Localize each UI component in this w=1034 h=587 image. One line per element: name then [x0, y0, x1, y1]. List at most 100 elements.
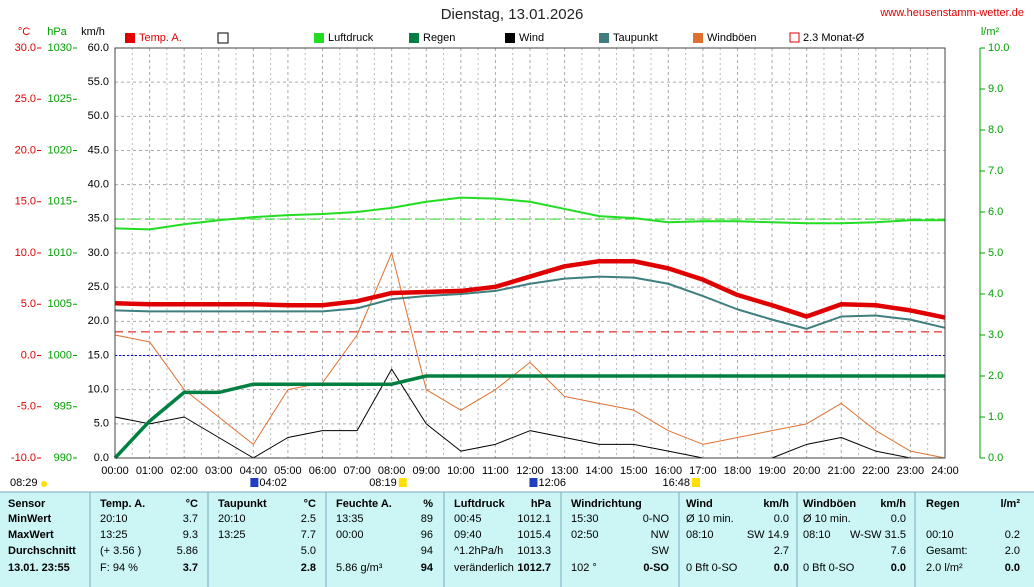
x-tick-label: 16:00: [655, 465, 683, 477]
table-cell: Taupunkt: [218, 498, 267, 510]
axis-unit: hPa: [47, 26, 67, 38]
y-tick-label: 60.0: [88, 42, 109, 54]
y-tick-label: 55.0: [88, 76, 109, 88]
hpa-tick-label: 1020: [48, 144, 72, 156]
table-cell: °C: [304, 498, 316, 510]
annotation: 16:48: [662, 477, 690, 489]
table-cell: 20:10: [100, 513, 128, 525]
table-cell: 00:00: [336, 529, 364, 541]
table-cell: Windböen: [803, 498, 856, 510]
temp-tick-label: 20.0: [15, 144, 36, 156]
table-cell: 20:10: [218, 513, 246, 525]
legend-label: 2.3 Monat-Ø: [803, 32, 865, 44]
table-cell: 13:25: [100, 529, 128, 541]
annotation: 08:29: [10, 477, 38, 489]
y2-tick-label: 10.0: [988, 42, 1009, 54]
table-grid: [0, 491, 1034, 587]
table-cell: 5.86 g/m³: [336, 562, 383, 574]
legend-label: Wind: [519, 32, 544, 44]
table-cell: 5.86: [177, 545, 198, 557]
hpa-tick-label: 995: [54, 401, 72, 413]
y-tick-label: 20.0: [88, 315, 109, 327]
table-cell: 13:35: [336, 513, 364, 525]
temp-tick-label: 0.0: [21, 349, 36, 361]
y-tick-label: 15.0: [88, 349, 109, 361]
legend-swatch: [125, 33, 135, 43]
table-cell: (+ 3.56 ): [100, 545, 141, 557]
y2-tick-label: 8.0: [988, 124, 1003, 136]
x-tick-label: 14:00: [585, 465, 613, 477]
temp-tick-label: -10.0: [11, 452, 36, 464]
x-tick-label: 23:00: [897, 465, 925, 477]
x-tick-label: 03:00: [205, 465, 233, 477]
x-tick-label: 06:00: [309, 465, 337, 477]
y-tick-label: 30.0: [88, 247, 109, 259]
table-cell: 94: [421, 545, 433, 557]
table-cell: 3.7: [183, 513, 198, 525]
table-cell: 7.7: [301, 529, 316, 541]
y-tick-label: 10.0: [88, 384, 109, 396]
table-cell: Wind: [686, 498, 713, 510]
table-cell: 2.7: [774, 545, 789, 557]
x-tick-label: 11:00: [482, 465, 509, 477]
hpa-tick-label: 1030: [48, 42, 72, 54]
table-cell: 0.0: [891, 513, 906, 525]
y-tick-label: 0.0: [94, 452, 109, 464]
hpa-tick-label: 1015: [48, 196, 72, 208]
temp-tick-label: 10.0: [15, 247, 36, 259]
temp-tick-label: -5.0: [17, 401, 36, 413]
temp-tick-label: 5.0: [21, 298, 36, 310]
x-tick-label: 04:00: [240, 465, 268, 477]
table-cell: l/m²: [1000, 498, 1020, 510]
hpa-tick-label: 1005: [48, 298, 72, 310]
table-cell: Ø 10 min.: [803, 513, 851, 525]
x-tick-label: 22:00: [862, 465, 890, 477]
table-cell: NW: [651, 529, 670, 541]
table-cell: °C: [186, 498, 198, 510]
table-cell: km/h: [763, 498, 789, 510]
table-cell: 00:10: [926, 529, 954, 541]
temp-tick-label: 25.0: [15, 93, 36, 105]
table-cell: 3.7: [183, 562, 198, 574]
series-line: [114, 196, 945, 231]
table-cell: W-SW 31.5: [850, 529, 906, 541]
legend-label: Taupunkt: [613, 32, 658, 44]
table-cell: MaxWert: [8, 529, 54, 541]
legend-swatch: [217, 32, 229, 44]
legend-swatch: [789, 32, 800, 43]
legend-swatch: [599, 33, 609, 43]
x-tick-label: 21:00: [827, 465, 855, 477]
table-cell: Feuchte A.: [336, 498, 392, 510]
table-cell: 0 Bft 0-SO: [686, 562, 738, 574]
x-tick-label: 07:00: [343, 465, 371, 477]
chart-title: Dienstag, 13.01.2026: [441, 6, 584, 23]
x-tick-label: 17:00: [689, 465, 717, 477]
source-link[interactable]: www.heusenstamm-wetter.de: [879, 7, 1024, 19]
table-cell: 0.0: [774, 562, 789, 574]
table-cell: 0.0: [1005, 562, 1020, 574]
axis-unit: l/m²: [981, 26, 1000, 38]
table-cell: Windrichtung: [571, 498, 642, 510]
y2-tick-label: 7.0: [988, 165, 1003, 177]
table-cell: MinWert: [8, 513, 52, 525]
table-cell: 2.0 l/m²: [926, 562, 963, 574]
x-tick-label: 19:00: [758, 465, 786, 477]
hpa-tick-label: 1010: [48, 247, 72, 259]
y2-tick-label: 4.0: [988, 288, 1003, 300]
table-cell: 94: [421, 562, 434, 574]
y2-tick-label: 2.0: [988, 370, 1003, 382]
series-line: [114, 275, 946, 330]
event-marker: [398, 478, 407, 487]
table-cell: ^1.2hPa/h: [454, 545, 503, 557]
y2-tick-label: 1.0: [988, 411, 1003, 423]
table-cell: Regen: [926, 498, 960, 510]
table-cell: hPa: [531, 498, 552, 510]
table-cell: 96: [421, 529, 433, 541]
table-cell: %: [423, 498, 433, 510]
legend-swatch: [409, 33, 419, 43]
annotation: 04:02: [259, 477, 287, 489]
axis-unit: °C: [18, 26, 30, 38]
legend-label: Regen: [423, 32, 455, 44]
x-tick-label: 02:00: [170, 465, 198, 477]
